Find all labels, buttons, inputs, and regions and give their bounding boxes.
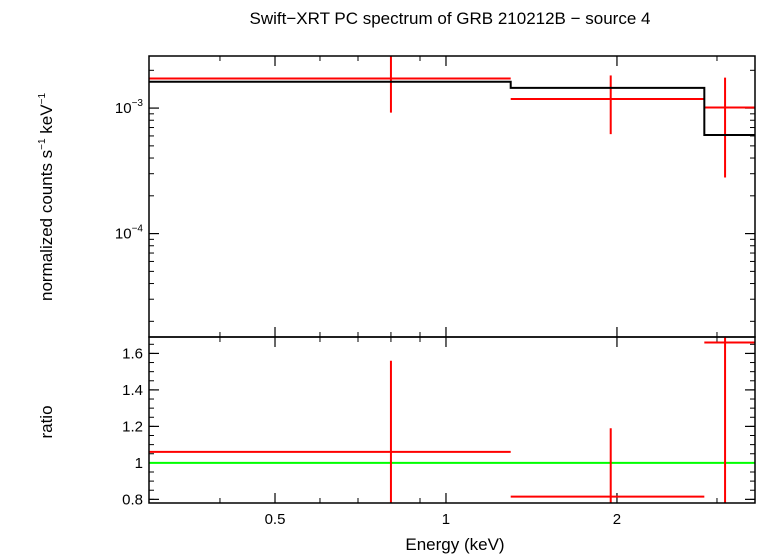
- bottom-y-axis-label: ratio: [37, 405, 56, 438]
- y-tick-label: 0.8: [122, 491, 143, 508]
- ylabel-mid: keV: [37, 104, 56, 139]
- ylabel-base: normalized counts s: [37, 150, 56, 301]
- panel-frame: [148, 336, 756, 504]
- chart-title: Swift−XRT PC spectrum of GRB 210212B − s…: [250, 9, 651, 28]
- y-tick-label: 10−3: [115, 98, 144, 117]
- top-panel: 10−310−4: [115, 55, 756, 338]
- y-tick-label-exponent: −4: [132, 224, 144, 235]
- y-tick-label: 1.2: [122, 418, 143, 435]
- y-tick-label: 1: [135, 455, 143, 472]
- y-tick-label-base: 10: [115, 100, 132, 117]
- x-axis-label: Energy (keV): [405, 535, 504, 554]
- y-tick-label: 1.4: [122, 382, 143, 399]
- x-tick-label: 1: [442, 511, 450, 528]
- y-tick-label: 10−4: [115, 224, 144, 243]
- ylabel-exp2: −1: [37, 93, 48, 105]
- bottom-panel: 0.8 1 1.2 1.4 1.6: [122, 336, 756, 508]
- plot-area: [149, 337, 755, 503]
- plot-area: [149, 56, 755, 178]
- x-tick-label: 0.5: [265, 511, 286, 528]
- x-tick-label: 2: [613, 511, 621, 528]
- top-y-axis-label: normalized counts s−1 keV−1: [37, 93, 56, 301]
- y-tick-label-base: 10: [115, 226, 132, 243]
- ylabel-exp1: −1: [37, 138, 48, 150]
- y-tick-label-exponent: −3: [132, 98, 144, 109]
- model-step-line: [149, 80, 755, 137]
- y-tick-label: 1.6: [122, 345, 143, 362]
